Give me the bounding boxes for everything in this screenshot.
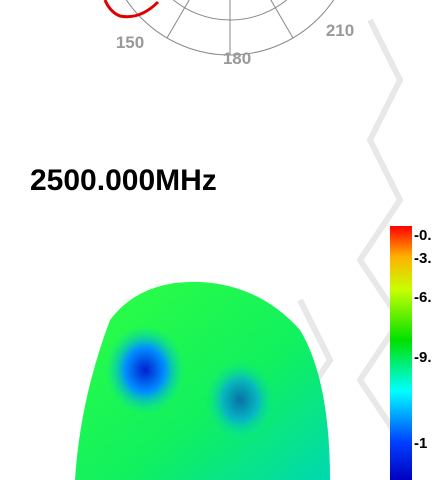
colorbar-label: -1	[414, 435, 427, 452]
colorbar-label: -0.	[414, 227, 432, 244]
polar-grid	[125, 0, 335, 56]
colorbar	[390, 226, 412, 480]
pattern-null	[205, 360, 275, 440]
polar-trace	[103, 0, 160, 19]
frequency-title: 2500.000MHz	[30, 164, 217, 197]
angle-label: 150	[116, 33, 144, 52]
colorbar-label: -3.	[414, 250, 432, 267]
colorbar-label: -6.	[414, 289, 432, 306]
angle-label: 180	[223, 49, 251, 68]
pattern-null	[105, 325, 185, 415]
colorbar-label: -9.	[414, 349, 432, 366]
angle-label: 210	[326, 21, 354, 40]
